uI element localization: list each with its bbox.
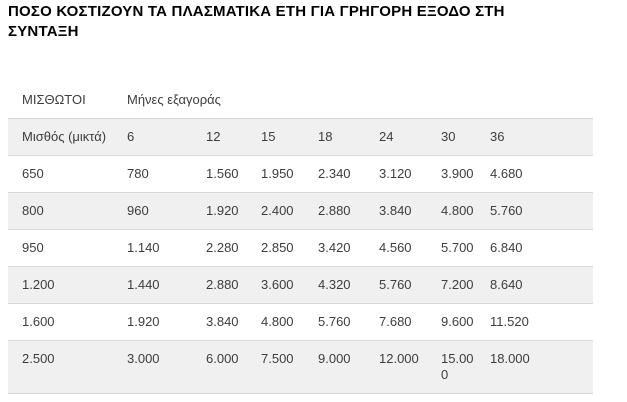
cost-cell: 5.760 xyxy=(304,303,365,341)
cost-cell: 1.950 xyxy=(247,155,304,193)
table-row: 950 1.140 2.280 2.850 3.420 4.560 5.700 … xyxy=(8,229,594,267)
column-header-salary: Μισθός (μικτά) xyxy=(8,118,113,156)
salary-cell: 800 xyxy=(8,192,113,230)
column-header-row: Μισθός (μικτά) 6 12 15 18 24 30 36 xyxy=(8,118,594,156)
salary-cell: 1.600 xyxy=(8,303,113,341)
salaried-group-header: ΜΙΣΘΩΤΟΙ xyxy=(8,82,113,119)
cost-cell: 6.840 xyxy=(476,229,594,267)
column-header-30: 30 xyxy=(427,118,476,156)
cost-cell: 2.340 xyxy=(304,155,365,193)
table-row: 1.600 1.920 3.840 4.800 5.760 7.680 9.60… xyxy=(8,303,594,341)
article-title: ΠΟΣΟ ΚΟΣΤΙΖΟΥΝ ΤΑ ΠΛΑΣΜΑΤΙΚΑ ΕΤΗ ΓΙΑ ΓΡΗ… xyxy=(8,3,505,40)
cost-cell: 2.880 xyxy=(192,266,247,304)
salary-cell: 2.500 xyxy=(8,340,113,394)
cost-cell: 18.000 xyxy=(476,340,594,394)
salary-cell: 950 xyxy=(8,229,113,267)
cost-cell: 4.320 xyxy=(304,266,365,304)
cost-cell: 4.800 xyxy=(427,192,476,230)
column-header-15: 15 xyxy=(247,118,304,156)
column-header-24: 24 xyxy=(365,118,427,156)
cost-cell: 9.600 xyxy=(427,303,476,341)
months-group-header: Μήνες εξαγοράς xyxy=(113,82,594,119)
cost-cell: 9.000 xyxy=(304,340,365,394)
cost-cell: 7.500 xyxy=(247,340,304,394)
cost-cell: 3.000 xyxy=(113,340,192,394)
salary-cell: 1.200 xyxy=(8,266,113,304)
cost-cell: 12.000 xyxy=(365,340,427,394)
cost-cell: 1.140 xyxy=(113,229,192,267)
cost-cell: 1.920 xyxy=(113,303,192,341)
cost-cell: 3.600 xyxy=(247,266,304,304)
table-row: 650 780 1.560 1.950 2.340 3.120 3.900 4.… xyxy=(8,155,594,193)
cost-cell: 780 xyxy=(113,155,192,193)
column-header-18: 18 xyxy=(304,118,365,156)
table-row: 800 960 1.920 2.400 2.880 3.840 4.800 5.… xyxy=(8,192,594,230)
cost-cell: 3.840 xyxy=(365,192,427,230)
cost-cell: 1.560 xyxy=(192,155,247,193)
cost-cell: 2.280 xyxy=(192,229,247,267)
cost-cell: 3.900 xyxy=(427,155,476,193)
cost-cell: 7.680 xyxy=(365,303,427,341)
cost-cell: 2.850 xyxy=(247,229,304,267)
cost-cell: 15.000 xyxy=(427,340,476,394)
buyout-cost-table: ΜΙΣΘΩΤΟΙ Μήνες εξαγοράς Μισθός (μικτά) 6… xyxy=(8,82,594,394)
cost-cell: 3.420 xyxy=(304,229,365,267)
column-header-12: 12 xyxy=(192,118,247,156)
cost-cell: 5.700 xyxy=(427,229,476,267)
column-header-6: 6 xyxy=(113,118,192,156)
cost-cell: 7.200 xyxy=(427,266,476,304)
cost-cell: 2.400 xyxy=(247,192,304,230)
cost-cell: 5.760 xyxy=(476,192,594,230)
group-header-row: ΜΙΣΘΩΤΟΙ Μήνες εξαγοράς xyxy=(8,82,594,119)
column-header-36: 36 xyxy=(476,118,594,156)
cost-cell: 1.920 xyxy=(192,192,247,230)
salary-cell: 650 xyxy=(8,155,113,193)
cost-cell: 4.800 xyxy=(247,303,304,341)
cost-cell: 3.840 xyxy=(192,303,247,341)
cost-cell: 5.760 xyxy=(365,266,427,304)
cost-cell: 4.680 xyxy=(476,155,594,193)
cost-cell: 2.880 xyxy=(304,192,365,230)
cost-cell: 4.560 xyxy=(365,229,427,267)
cost-cell: 11.520 xyxy=(476,303,594,341)
cost-cell: 960 xyxy=(113,192,192,230)
cost-cell: 3.120 xyxy=(365,155,427,193)
table-row: 1.200 1.440 2.880 3.600 4.320 5.760 7.20… xyxy=(8,266,594,304)
table-row: 2.500 3.000 6.000 7.500 9.000 12.000 15.… xyxy=(8,340,594,394)
cost-cell: 1.440 xyxy=(113,266,192,304)
cost-cell: 8.640 xyxy=(476,266,594,304)
cost-cell: 6.000 xyxy=(192,340,247,394)
